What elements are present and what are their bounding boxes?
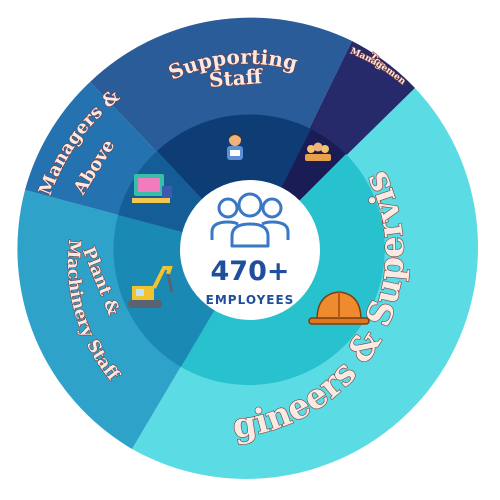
hard-hat-icon <box>308 291 370 325</box>
computer-desk-icon <box>132 174 172 203</box>
people-group-icon <box>210 192 290 248</box>
center-circle <box>180 180 320 320</box>
employee-unit-label: EMPLOYEES <box>206 293 295 307</box>
employee-count: 470+ <box>211 256 290 287</box>
label-supporting-staff-line2: Staff <box>208 64 264 92</box>
support-worker-icon <box>227 133 243 160</box>
excavator-icon <box>128 266 174 308</box>
management-group-icon <box>305 142 331 161</box>
